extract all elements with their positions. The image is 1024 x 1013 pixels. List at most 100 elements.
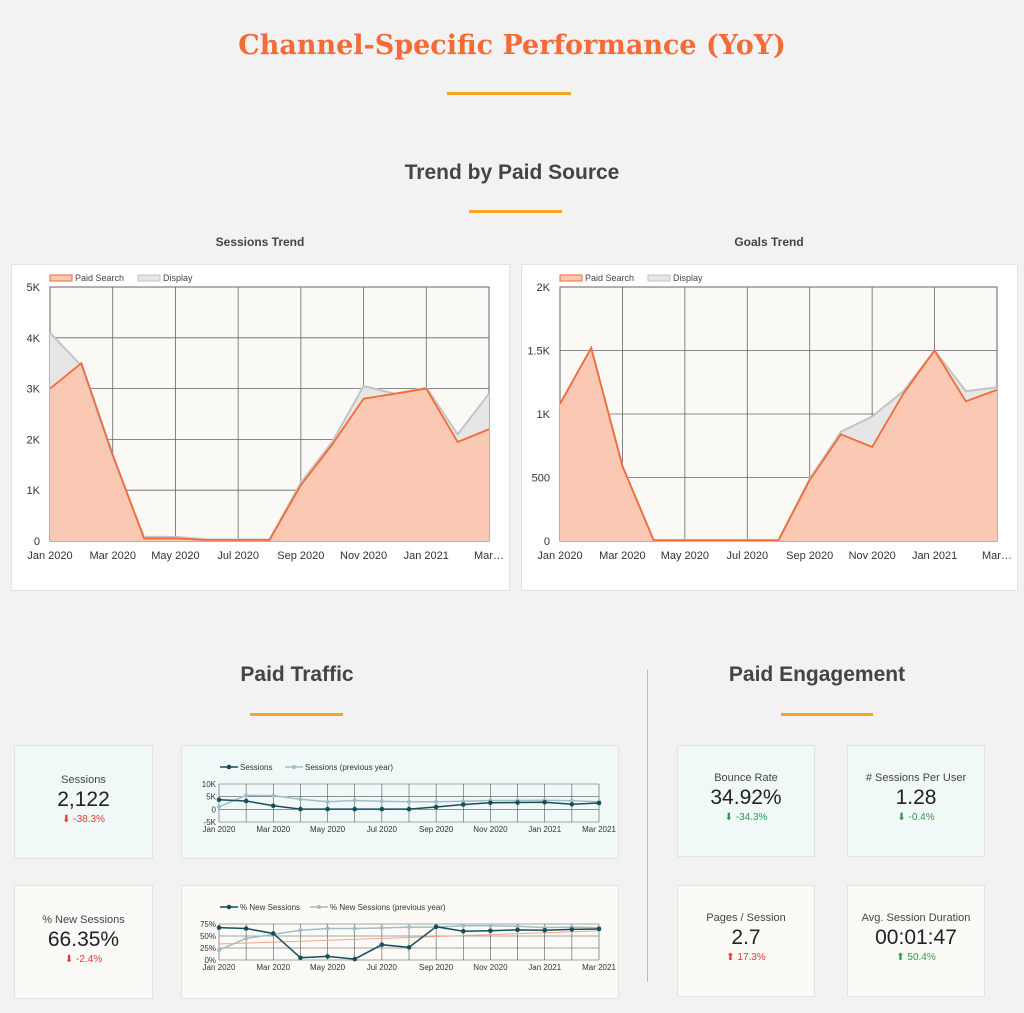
x-tick-label: Sep 2020 <box>277 550 324 562</box>
legend-label: Sessions <box>240 763 272 772</box>
x-tick-label: Jul 2020 <box>367 825 398 834</box>
data-point-current <box>569 801 575 807</box>
data-point-current <box>352 806 358 812</box>
y-tick-label: 5K <box>27 282 41 294</box>
kpi-change: ⬇ -2.4% <box>64 954 103 965</box>
goals-trend-title: Goals Trend <box>734 235 804 249</box>
traffic-section-title: Paid Traffic <box>240 663 354 686</box>
engagement-section-title: Paid Engagement <box>728 663 906 686</box>
y-tick-label: 500 <box>532 473 550 485</box>
data-point-current <box>243 926 249 931</box>
data-point-previous-year <box>515 924 520 929</box>
series-line-paid-search <box>559 345 998 542</box>
data-point-current <box>488 928 493 934</box>
data-point-current <box>542 799 548 805</box>
x-tick-label: Nov 2020 <box>849 550 896 562</box>
data-point-current <box>379 806 385 812</box>
data-point-previous-year <box>461 799 466 804</box>
y-tick-label: 3K <box>27 384 41 396</box>
data-point-previous-year <box>488 923 493 928</box>
x-tick-label: Jul 2020 <box>217 550 259 562</box>
x-tick-label: Jan 2021 <box>404 550 449 562</box>
kpi-value: 34.92% <box>710 786 782 809</box>
y-tick-label: 1K <box>537 409 551 421</box>
data-point-previous-year <box>325 799 330 804</box>
x-tick-label: Sep 2020 <box>419 825 454 834</box>
y-tick-label: 10K <box>202 780 217 789</box>
sessions-line-chart: -5K 0 5K 10K Jan 2020 Mar 2020 May 2020 Jul 202… <box>202 763 617 834</box>
section-divider <box>647 670 648 982</box>
data-point-current <box>569 927 575 932</box>
data-point-current <box>216 797 222 803</box>
x-tick-label: Mar… <box>474 550 504 562</box>
kpi-sessions-per-user: # Sessions Per User 1.28 ⬇ -0.4% <box>847 745 985 857</box>
data-point-current <box>596 926 602 932</box>
up-arrow-icon: ⬆ <box>726 952 735 963</box>
trend-section-title: Trend by Paid Source <box>404 161 620 184</box>
kpi-change: ⬇ -38.3% <box>62 814 105 825</box>
legend-label: % New Sessions <box>240 903 300 912</box>
data-point-current <box>515 800 520 805</box>
legend-label: Paid Search <box>585 273 634 283</box>
x-tick-label: Jul 2020 <box>726 550 768 562</box>
down-arrow-icon: ⬇ <box>724 812 733 823</box>
x-tick-label: Mar 2020 <box>599 550 645 562</box>
data-point-previous-year <box>271 793 276 798</box>
data-point-current <box>515 927 520 933</box>
data-point-previous-year <box>244 793 249 798</box>
kpi-label: Sessions <box>61 774 106 786</box>
data-point-current <box>216 925 222 930</box>
x-tick-label: Jul 2020 <box>367 963 398 972</box>
kpi-sessions: Sessions 2,122 ⬇ -38.3% <box>14 745 153 859</box>
legend-label: Paid Search <box>75 273 124 283</box>
y-tick-label: 0 <box>212 805 217 814</box>
engagement-underline <box>781 713 873 716</box>
goals-trend-chart: 0 500 1K 1.5K 2K Jan 2020 Mar 2020 May 2020 Jul … <box>527 273 1012 562</box>
data-point-current <box>243 798 249 804</box>
x-tick-label: Nov 2020 <box>473 825 508 834</box>
kpi-change: ⬇ -0.4% <box>897 812 935 823</box>
x-tick-label: Mar 2021 <box>582 825 616 834</box>
x-tick-label: Jan 2020 <box>203 825 236 834</box>
data-point-current <box>406 945 412 950</box>
kpi-value: 66.35% <box>47 928 120 951</box>
legend-swatch-display <box>647 274 671 282</box>
data-point-current <box>325 806 330 812</box>
data-point-previous-year <box>325 926 330 931</box>
x-tick-label: May 2020 <box>310 963 346 972</box>
kpi-value: 1.28 <box>895 786 937 809</box>
sessions-trend-chart: 0 1K 2K 3K 4K 5K Jan 2020 Mar 2020 May 2020 Jul 2… <box>27 273 504 562</box>
data-point-current <box>352 956 358 962</box>
x-tick-label: Jan 2021 <box>528 963 561 972</box>
kpi-label: Avg. Session Duration <box>861 912 971 924</box>
legend-marker-previous-year <box>317 905 321 909</box>
kpi-value: 2,122 <box>57 788 110 811</box>
kpi-value: 00:01:47 <box>875 926 957 949</box>
kpi-new-sessions: % New Sessions 66.35% ⬇ -2.4% <box>14 885 153 999</box>
series-area-paid-search <box>560 347 997 541</box>
x-tick-label: Jan 2020 <box>203 963 236 972</box>
series-area-paid-search <box>50 363 489 541</box>
x-tick-label: May 2020 <box>151 550 199 562</box>
data-point-previous-year <box>434 799 439 804</box>
x-tick-label: Jan 2021 <box>912 550 957 562</box>
traffic-underline <box>250 713 343 716</box>
data-point-previous-year <box>461 923 466 928</box>
legend-label: Display <box>163 273 193 283</box>
data-point-current <box>542 928 548 933</box>
up-arrow-icon: ⬆ <box>896 952 905 963</box>
y-tick-label: 2K <box>537 282 551 294</box>
data-point-current <box>406 806 412 812</box>
legend-label: Display <box>673 273 703 283</box>
y-tick-label: 75% <box>200 920 216 929</box>
legend-swatch-paid-search <box>49 274 73 282</box>
series-line-paid-search <box>49 361 490 541</box>
data-point-current <box>433 804 439 810</box>
legend-swatch-paid-search <box>559 274 583 282</box>
legend-label: % New Sessions (previous year) <box>330 903 446 912</box>
legend-marker-previous-year <box>292 765 296 769</box>
data-point-previous-year <box>407 925 411 930</box>
y-tick-label: 50% <box>200 932 216 941</box>
kpi-label: Bounce Rate <box>714 772 778 784</box>
legend-swatch-display <box>137 274 161 282</box>
